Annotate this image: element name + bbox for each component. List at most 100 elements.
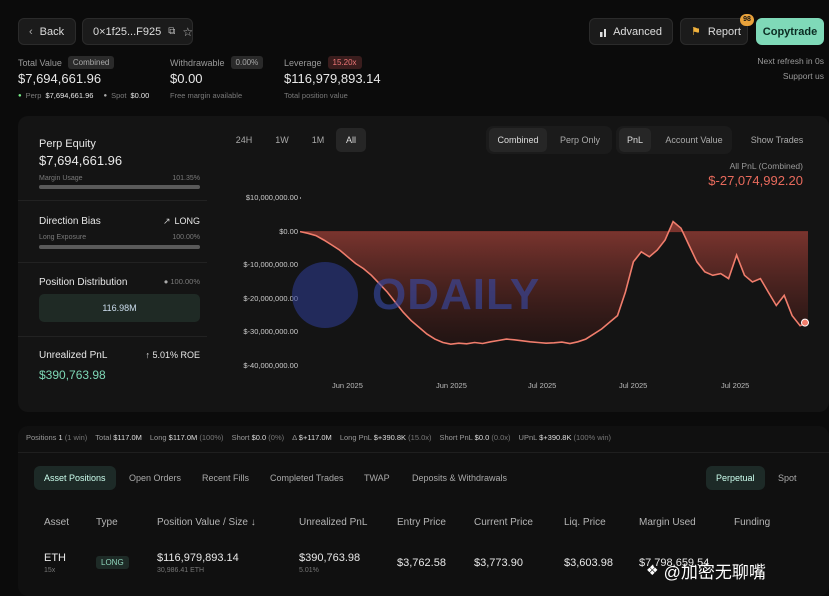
stat-label: Total [95,433,114,442]
tab-open-orders[interactable]: Open Orders [129,473,182,483]
row-asset: ETH [44,552,66,564]
divider [18,452,829,453]
row-current-price: $3,773.90 [474,557,523,569]
tab-perpetual[interactable]: Perpetual [706,466,765,490]
chevron-left-icon: ‹ [29,25,33,38]
metric-account-value[interactable]: Account Value [665,135,723,145]
col-type[interactable]: Type [96,517,118,528]
y-tick: $-30,000,000.00 [243,327,298,336]
next-refresh: Next refresh in 0s [757,56,824,66]
stat-item: Short PnL $0.0 (0.0x) [440,433,511,442]
star-icon[interactable]: ☆ [182,24,194,39]
total-value-label: Total Value [18,57,62,68]
withdrawable-label: Withdrawable [170,57,225,68]
stat-value: $117.0M [168,433,198,442]
col-current-price[interactable]: Current Price [474,517,533,528]
stat-extra: (15.0x) [406,433,432,442]
tab-completed-trades[interactable]: Completed Trades [270,473,344,483]
chart-header-label: All PnL (Combined) [729,161,803,171]
pnl-area [300,221,808,345]
watermark-brand: ODAILY [372,270,541,319]
divider [18,200,207,201]
perp-label: Perp [25,91,42,100]
range-all[interactable]: All [336,128,366,152]
watermark-badge-text: @加密无聊嘴 [663,563,766,582]
chart-header-value: $-27,074,992.20 [708,173,803,188]
y-tick: $-40,000,000.00 [243,361,298,370]
position-distribution-bar[interactable]: 116.98M [39,294,200,322]
leverage-value: $116,979,893.14 [284,71,381,86]
col-unrealized-pnl[interactable]: Unrealized PnL [299,517,368,528]
stat-item: Long $117.0M (100%) [150,433,224,442]
margin-usage-label: Margin Usage [39,175,83,182]
perp-value: $7,694,661.96 [45,91,94,100]
y-tick-marker [300,197,301,199]
pnl-current-point[interactable] [801,318,809,327]
stat-label: Δ [292,433,299,442]
stat-item: Positions 1 (1 win) [26,433,87,442]
perp-equity-value: $7,694,661.96 [39,153,123,168]
col-entry-price[interactable]: Entry Price [397,517,446,528]
watermark-logo-icon [292,262,358,328]
advanced-label: Advanced [613,25,662,38]
y-tick: $-10,000,000.00 [243,260,298,269]
perp-spot-breakdown: ● Perp $7,694,661.96 ● Spot $0.00 [18,91,150,100]
col-margin-used[interactable]: Margin Used [639,517,696,528]
copy-icon[interactable]: ⧉ [168,26,176,37]
watermark-badge: ❖ @加密无聊嘴 [646,558,766,583]
stat-label: Long [149,433,169,442]
direction-bias-value: LONG [174,216,200,226]
sort-down-icon: ↓ [247,517,256,528]
stat-value: 1 [58,433,63,442]
report-badge: 98 [740,14,754,26]
stat-extra: (100% win) [571,433,612,442]
back-button[interactable]: ‹ Back [18,18,76,45]
view-perp-only[interactable]: Perp Only [559,135,601,145]
stat-extra: (0.0x) [489,433,511,442]
stat-label: Short [231,433,252,442]
tab-recent-fills[interactable]: Recent Fills [202,473,250,483]
row-margin-used: $7,798,659.54 [639,557,710,569]
stat-value: $0.0 [251,433,267,442]
positions-panel [18,426,829,596]
margin-usage-value: 101.35% [172,175,200,182]
unrealized-roe: ↑ 5.01% ROE [140,350,200,360]
position-distribution-pct: ● 100.00% [163,277,200,286]
stat-value: $117.0M [113,433,142,442]
withdrawable-sub: Free margin available [170,91,243,100]
address-text: 0×1f25...F925 [93,25,162,38]
copytrade-button[interactable]: Copytrade [756,18,824,45]
y-tick: $0.00 [279,227,298,236]
divider [18,336,207,337]
report-button[interactable]: ⚑ Report [680,18,748,45]
bar-chart-icon [600,28,607,37]
support-link[interactable]: Support us [782,71,824,81]
col-asset[interactable]: Asset [44,517,70,528]
view-combined[interactable]: Combined [489,128,547,152]
advanced-button[interactable]: Advanced [589,18,673,45]
combined-tag: Combined [67,56,115,69]
col-liq-price[interactable]: Liq. Price [564,517,606,528]
withdrawable-header: Withdrawable 0.00% [170,56,264,69]
x-tick: Jun 2025 [436,381,467,390]
tab-spot[interactable]: Spot [778,473,797,483]
range-1m[interactable]: 1M [311,135,325,145]
pnl-chart[interactable] [300,190,812,375]
range-24h[interactable]: 24H [235,135,253,145]
address-chip[interactable]: 0×1f25...F925 ⧉ ☆ [82,18,193,45]
col-position-value[interactable]: Position Value / Size ↓ [157,517,256,528]
tab-deposits-withdrawals[interactable]: Deposits & Withdrawals [412,473,508,483]
stat-item: Short $0.0 (0%) [232,433,285,442]
metric-pnl[interactable]: PnL [619,128,651,152]
tab-twap[interactable]: TWAP [364,473,390,483]
position-distribution-pct-value: 100.00% [170,277,200,286]
show-trades-button[interactable]: Show Trades [750,135,804,145]
tab-asset-positions[interactable]: Asset Positions [34,466,116,490]
withdrawable-pct: 0.00% [230,56,264,69]
range-1w[interactable]: 1W [275,135,289,145]
stat-item: Δ $+117.0M [292,433,332,442]
row-type-badge: LONG [96,556,129,569]
col-funding[interactable]: Funding [734,517,771,528]
roe-value: 5.01% ROE [152,350,200,360]
flag-icon: ⚑ [691,26,701,38]
